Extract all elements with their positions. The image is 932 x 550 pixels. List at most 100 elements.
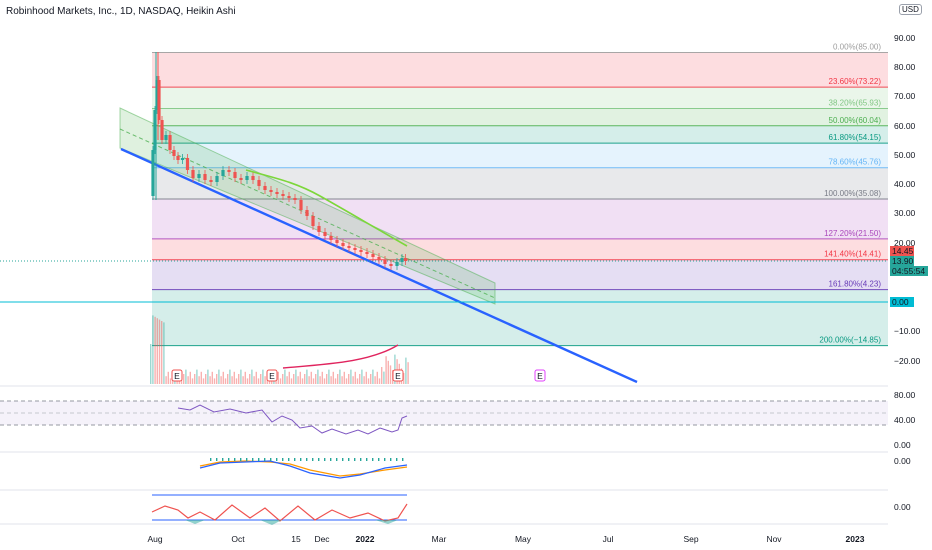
volume-bar	[211, 371, 213, 384]
macd-histogram-bar	[378, 458, 380, 461]
candle-body	[227, 170, 231, 172]
volume-bar	[246, 378, 249, 384]
volume-bar	[161, 321, 163, 384]
candle-body	[191, 170, 195, 178]
candle-body	[383, 260, 387, 264]
price-tag-label: 13.90	[892, 256, 914, 266]
volume-bar	[249, 374, 251, 384]
candle-body	[180, 158, 185, 160]
volume-bar	[150, 344, 152, 384]
macd-signal-line	[199, 460, 408, 477]
volume-bar	[154, 316, 156, 384]
fibonacci-labels: 0.00%(85.00) 23.60%(73.22) 38.20%(65.93) 50…	[819, 43, 881, 345]
fib-band	[152, 125, 888, 144]
candle-body	[395, 262, 399, 266]
candle-body	[299, 200, 303, 210]
volume-bar	[205, 374, 207, 384]
price-tag	[890, 297, 914, 307]
volume-bar	[326, 374, 328, 384]
volume-bar	[183, 374, 185, 384]
volume-bar	[352, 376, 354, 384]
volume-bar	[233, 371, 235, 384]
volume-bar	[376, 371, 378, 384]
osc-tick-label: 0.00	[894, 502, 911, 512]
macd-histogram-bar	[384, 458, 386, 461]
volume-bar	[235, 378, 238, 384]
fib-level-label: 200.00%(−14.85)	[819, 336, 881, 345]
rsi-tick-label: 80.00	[894, 390, 916, 400]
volume-bar	[260, 374, 262, 384]
fibonacci-retracement[interactable]	[152, 52, 888, 347]
macd-histogram-bar	[342, 458, 344, 461]
candle-body	[172, 150, 176, 156]
time-axis[interactable]: Aug Oct 15 Dec 2022 Mar May Jul Sep Nov 2023	[147, 534, 864, 544]
earnings-marker-label: E	[537, 371, 543, 381]
x-tick-label: Mar	[432, 534, 447, 544]
volume-bar	[227, 374, 229, 384]
rsi-line	[177, 404, 408, 435]
candle-body	[176, 156, 180, 160]
y-tick-label: 70.00	[894, 91, 916, 101]
candle-body	[365, 252, 369, 254]
volume-bar	[363, 376, 365, 384]
volume-bar	[365, 371, 367, 384]
fib-band	[152, 167, 888, 200]
volume-bar	[295, 369, 297, 384]
price-tag-label: 04:55:54	[892, 266, 925, 276]
macd-histogram-bar	[216, 458, 218, 461]
volume-bar	[187, 376, 189, 384]
volume-bar	[194, 374, 196, 384]
volume-bar	[196, 369, 198, 384]
candle-body	[341, 243, 345, 246]
candle-body	[403, 258, 408, 261]
volume-bar	[385, 356, 387, 384]
volume-bar	[312, 378, 315, 384]
macd-histogram-bar	[330, 458, 332, 461]
indicator-panes[interactable]	[0, 385, 888, 525]
fib-band	[152, 259, 888, 290]
volume-bar	[286, 376, 288, 384]
x-tick-label: 2022	[356, 534, 375, 544]
volume-bar	[308, 376, 310, 384]
candle-body	[269, 190, 273, 192]
volume-bar	[165, 376, 167, 384]
fib-level-label: 38.20%(65.93)	[829, 98, 882, 107]
candle-body	[239, 178, 243, 180]
macd-histogram-bar	[354, 458, 356, 461]
volume-bar	[394, 354, 396, 384]
currency-button[interactable]: USD	[899, 4, 922, 15]
macd-histogram-bar	[312, 458, 314, 461]
candle-body	[389, 264, 393, 266]
price-tag-label: 0.00	[892, 297, 909, 307]
price-tag	[890, 246, 914, 256]
x-tick-label: Nov	[766, 534, 782, 544]
y-tick-label: 20.00	[894, 238, 916, 248]
candle-body	[168, 135, 172, 150]
volume-bar	[158, 319, 161, 384]
y-tick-label: 90.00	[894, 33, 916, 43]
volume-bar	[279, 378, 282, 384]
volume-bar	[240, 369, 242, 384]
volume-bar	[306, 369, 308, 384]
volume-bar	[389, 365, 392, 384]
volume-bar	[319, 376, 321, 384]
volume-bar	[297, 376, 299, 384]
fib-band	[152, 108, 888, 126]
macd-histogram-bar	[348, 458, 350, 461]
macd-histogram-bar	[282, 458, 284, 461]
candle-body	[305, 210, 309, 216]
volume-bar	[405, 357, 407, 384]
volume-bar	[238, 374, 240, 384]
volume-bar	[387, 360, 389, 384]
price-axis[interactable]: 90.00 80.00 70.00 60.00 50.00 40.00 30.00 20.00…	[894, 33, 921, 512]
volume-bar	[328, 369, 330, 384]
volume-bar	[255, 371, 257, 384]
rsi-tick-label: 40.00	[894, 415, 916, 425]
candle-body	[160, 120, 164, 140]
price-tag	[890, 266, 928, 276]
macd-histogram-bar	[252, 458, 254, 461]
macd-histogram-bar	[324, 458, 326, 461]
